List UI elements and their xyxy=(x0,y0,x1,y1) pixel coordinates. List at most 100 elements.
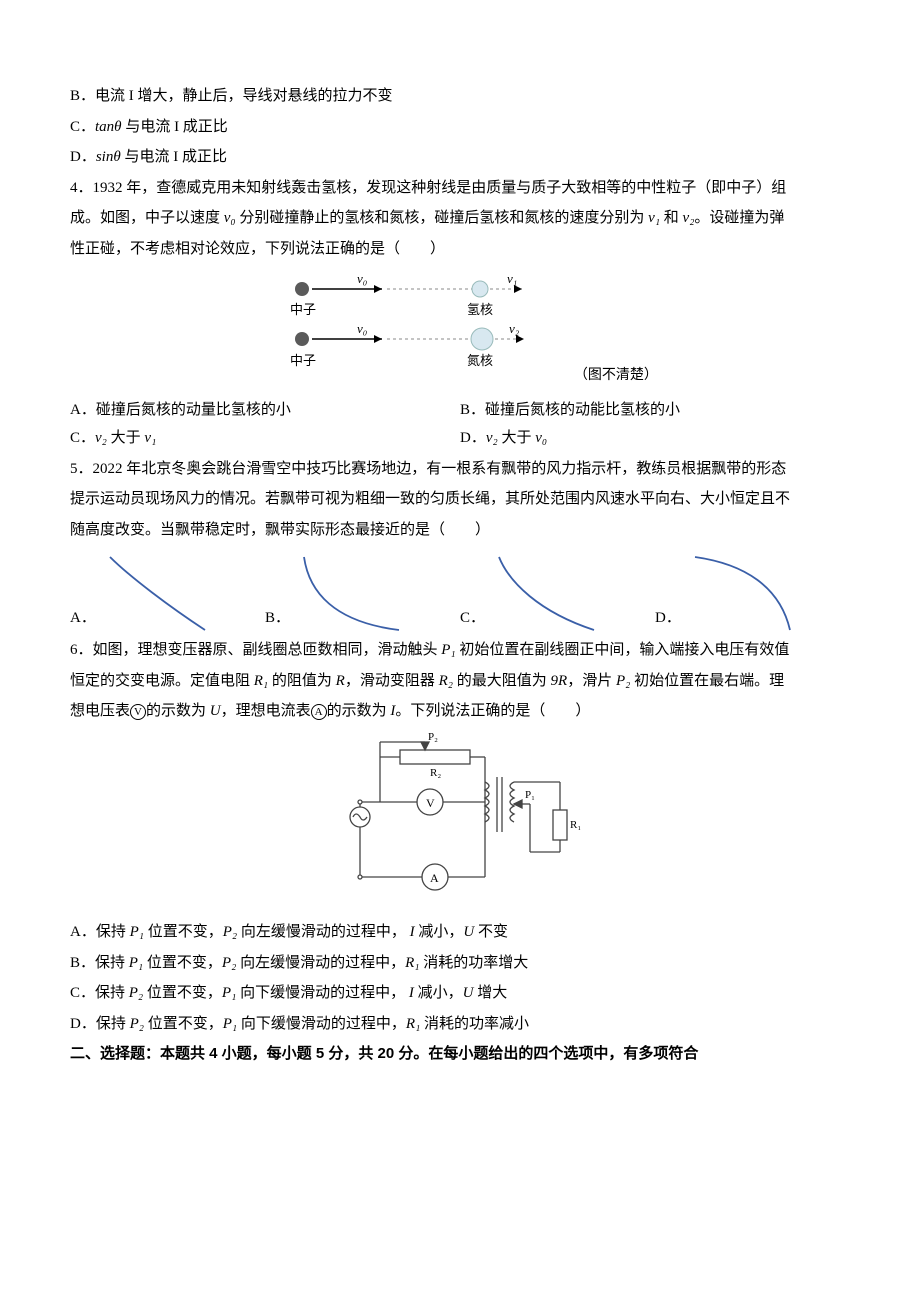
q4-stem2c: 和 xyxy=(660,210,683,226)
q6-P2-1: P₂ xyxy=(616,673,630,689)
q6c-p1: P₁ xyxy=(222,985,236,1001)
q6-s3b: 的示数为 xyxy=(146,703,210,719)
q6c-end: 增大 xyxy=(477,985,507,1001)
q4-fig-v2: v₂ xyxy=(509,321,520,336)
q5-curve-d xyxy=(685,552,795,632)
q6a-p2: P₂ xyxy=(223,924,237,940)
q4-fig-neutron1: 中子 xyxy=(290,302,316,317)
q6d-end: 消耗的功率减小 xyxy=(420,1016,529,1032)
q6-P1-1: P₁ xyxy=(441,642,455,658)
q6-s1b: 初始位置在副线圈正中间，输入端接入电压有效值 xyxy=(456,642,790,658)
q6-s3c: ，理想电流表 xyxy=(221,703,311,719)
q6-circuit-diagram: P₂ R₂ V P₁ R₁ xyxy=(330,732,590,902)
q6a-m2: 向左缓慢滑动的过程中， xyxy=(237,924,406,940)
q6-s3e: 。下列说法正确的是（ ） xyxy=(395,703,590,719)
ammeter-icon: A xyxy=(311,704,327,720)
q6-U-1: U xyxy=(210,703,221,719)
q3-option-d: D．sinθ 与电流 I 成正比 xyxy=(70,143,850,172)
q4-fig-nitrogen: 氮核 xyxy=(467,353,493,368)
q6c-pre: C．保持 xyxy=(70,985,129,1001)
q4-option-d: D．v₂ 大于 v₀ xyxy=(460,424,850,453)
q6-option-d: D．保持 P₂ 位置不变，P₁ 向下缓慢滑动的过程中，R₁ 消耗的功率减小 xyxy=(70,1010,850,1039)
q6-fig-R1: R₁ xyxy=(570,819,581,831)
q6-figure: P₂ R₂ V P₁ R₁ xyxy=(70,732,850,913)
q5-optA-label: A． xyxy=(70,604,96,633)
q6-option-b: B．保持 P₁ 位置不变，P₂ 向左缓慢滑动的过程中，R₁ 消耗的功率增大 xyxy=(70,949,850,978)
q6d-p2: P₂ xyxy=(130,1016,144,1032)
q4-stem2b: 分别碰撞静止的氢核和氮核，碰撞后氢核和氮核的速度分别为 xyxy=(236,210,649,226)
q6c-m3: 减小， xyxy=(418,985,463,1001)
q4-options-row2: C．v₂ 大于 v₁ D．v₂ 大于 v₀ xyxy=(70,424,850,453)
q6b-m1: 位置不变， xyxy=(143,955,222,971)
q3d-suffix: 与电流 I 成正比 xyxy=(121,149,227,165)
q4-figure: v₀ v₁ 中子 氢核 v₀ v₂ 中子 氮核 （图不清楚） xyxy=(70,269,850,390)
q6b-p2: P₂ xyxy=(222,955,236,971)
q4-fig-hydrogen: 氢核 xyxy=(467,302,493,317)
q5-optB-label: B． xyxy=(265,604,290,633)
q6d-pre: D．保持 xyxy=(70,1016,130,1032)
q6d-m1: 位置不变， xyxy=(144,1016,223,1032)
q3c-expr: tanθ xyxy=(95,119,122,135)
q6-s2a: 恒定的交变电源。定值电阻 xyxy=(70,673,254,689)
q4c-v1: v₁ xyxy=(144,430,156,446)
q4-fig-v0-1: v₀ xyxy=(357,271,367,286)
q4c-pre: C． xyxy=(70,430,95,446)
q6-s2c: ，滑动变阻器 xyxy=(345,673,439,689)
q6c-U: U xyxy=(463,985,478,1001)
q5-stem-line2: 提示运动员现场风力的情况。若飘带可视为粗细一致的匀质长绳，其所处范围内风速水平向… xyxy=(70,485,850,514)
q4-stem-line1: 4．1932 年，查德威克用未知射线轰击氢核，发现这种射线是由质量与质子大致相等… xyxy=(70,174,850,203)
q6-option-c: C．保持 P₂ 位置不变，P₁ 向下缓慢滑动的过程中， I 减小，U 增大 xyxy=(70,979,850,1008)
q6c-I: I xyxy=(405,985,418,1001)
q6b-m2: 向左缓慢滑动的过程中， xyxy=(236,955,405,971)
q3d-prefix: D． xyxy=(70,149,96,165)
q4-v2: v₂ xyxy=(683,210,695,226)
q6a-m3: 减小， xyxy=(418,924,463,940)
q6c-m2: 向下缓慢滑动的过程中， xyxy=(236,985,405,1001)
q6-fig-P1: P₁ xyxy=(525,789,535,801)
q6a-p1: P₁ xyxy=(130,924,144,940)
q6a-pre: A．保持 xyxy=(70,924,130,940)
q4c-mid: 大于 xyxy=(107,430,145,446)
q6c-m1: 位置不变， xyxy=(143,985,222,1001)
q4-stem-line2: 成。如图，中子以速度 v₀ 分别碰撞静止的氢核和氮核，碰撞后氢核和氮核的速度分别… xyxy=(70,204,850,233)
q5-curve-a xyxy=(100,552,210,632)
q4-fig-v1: v₁ xyxy=(507,271,517,286)
q4-option-c: C．v₂ 大于 v₁ xyxy=(70,424,460,453)
q4-stem-line3: 性正碰，不考虑相对论效应，下列说法正确的是（ ） xyxy=(70,235,850,264)
q4-stem2a: 成。如图，中子以速度 xyxy=(70,210,224,226)
q6-s3d: 的示数为 xyxy=(327,703,391,719)
q6-fig-R2: R₂ xyxy=(430,767,441,779)
q6d-p1: P₁ xyxy=(223,1016,237,1032)
q4-options-row1: A．碰撞后氮核的动量比氢核的小 B．碰撞后氮核的动能比氢核的小 xyxy=(70,396,850,425)
q6b-end: 消耗的功率增大 xyxy=(419,955,528,971)
q6-R-1: R xyxy=(336,673,345,689)
q4c-v2: v₂ xyxy=(95,430,107,446)
q4-v1: v₁ xyxy=(648,210,660,226)
q6-option-a: A．保持 P₁ 位置不变，P₂ 向左缓慢滑动的过程中， I 减小，U 不变 xyxy=(70,918,850,947)
q6a-U: U xyxy=(463,924,478,940)
q6a-I: I xyxy=(406,924,419,940)
q4d-v0: v₀ xyxy=(535,430,547,446)
q5-optC-label: C． xyxy=(460,604,485,633)
q6-9R: 9R xyxy=(551,673,568,689)
q6-s2d: 的最大阻值为 xyxy=(453,673,551,689)
q3c-suffix: 与电流 I 成正比 xyxy=(122,119,228,135)
q6-s2e: ，滑片 xyxy=(567,673,616,689)
q6a-end: 不变 xyxy=(478,924,508,940)
q4-v0: v₀ xyxy=(224,210,236,226)
q6-fig-P2: P₂ xyxy=(428,732,438,743)
q6-s3a: 想电压表 xyxy=(70,703,130,719)
q6b-p1: P₁ xyxy=(129,955,143,971)
q5-stem-line1: 5．2022 年北京冬奥会跳台滑雪空中技巧比赛场地边，有一根系有飘带的风力指示杆… xyxy=(70,455,850,484)
q5-curve-c xyxy=(489,552,599,632)
q4-option-b: B．碰撞后氮核的动能比氢核的小 xyxy=(460,396,850,425)
q6d-m2: 向下缓慢滑动的过程中， xyxy=(237,1016,406,1032)
q3d-expr: sinθ xyxy=(96,149,121,165)
q6-s2f: 初始位置在最右端。理 xyxy=(630,673,784,689)
section-2-heading: 二、选择题：本题共 4 小题，每小题 5 分，共 20 分。在每小题给出的四个选… xyxy=(70,1040,850,1069)
q4-stem2d: 。设碰撞为弹 xyxy=(694,210,784,226)
q6-s2b: 的阻值为 xyxy=(268,673,336,689)
q4d-pre: D． xyxy=(460,430,486,446)
q3c-prefix: C． xyxy=(70,119,95,135)
q6-s1a: 6．如图，理想变压器原、副线圈总匝数相同，滑动触头 xyxy=(70,642,441,658)
